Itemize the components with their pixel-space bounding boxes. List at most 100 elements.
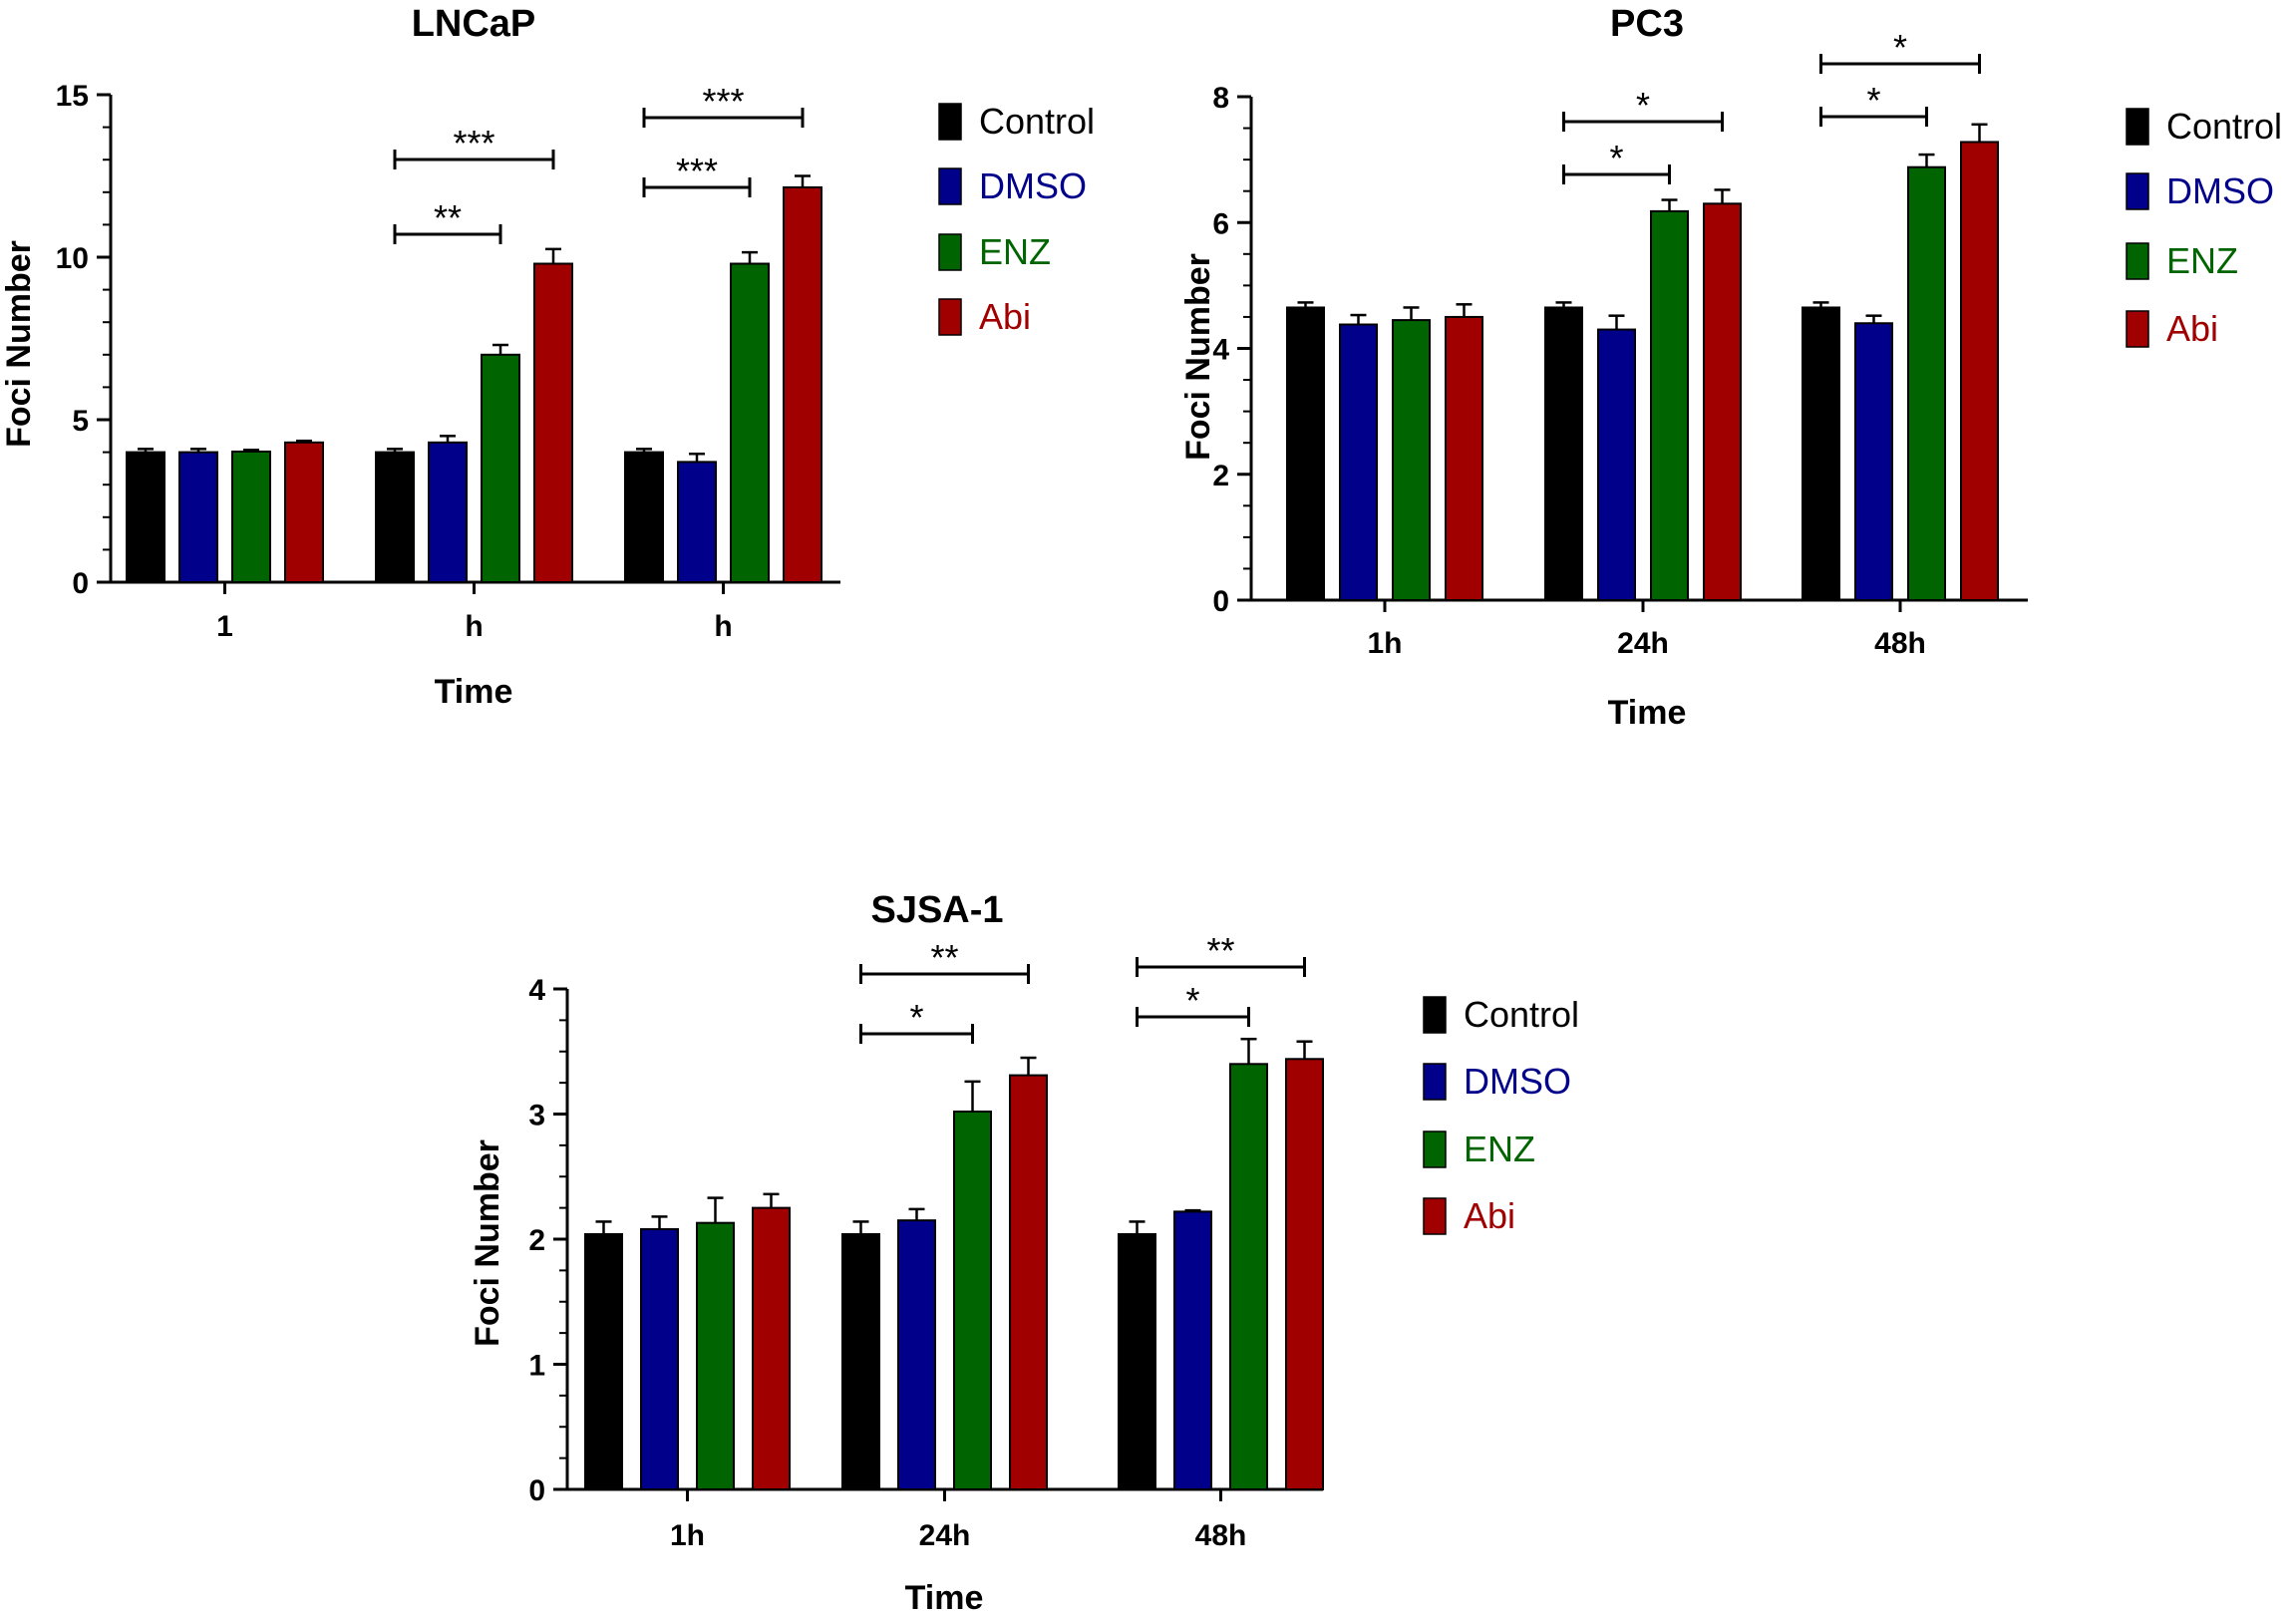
bar [1229,1063,1268,1491]
significance-label: * [909,997,923,1038]
legend-swatch [2126,242,2149,280]
bar [1009,1074,1048,1490]
x-tick-label: 24h [1617,627,1669,660]
bar [1802,306,1840,601]
significance-label: *** [702,81,744,122]
legend-swatch [2126,310,2149,348]
legend-label: DMSO [979,165,1087,206]
legend-swatch [1423,1197,1447,1235]
bar [1118,1232,1156,1490]
legend-label: Control [2166,106,2282,147]
bar [126,451,165,583]
chart-title: LNCaP [412,3,536,45]
panel-pc3: PC3 Foci Number Time 0 2 4 6 8 1h 24h 48h * * * * C… [1179,3,2282,732]
x-tick-label: 24h [919,1519,971,1552]
legend-swatch [938,298,962,336]
legend-label: Abi [979,296,1031,337]
y-tick-label: 15 [56,80,89,113]
bar [428,441,468,583]
x-tick-label: 1h [1367,627,1402,660]
bar [481,353,520,583]
significance-label: * [1866,80,1880,121]
bar [1392,319,1431,601]
bar [584,1232,623,1490]
significance-label: ** [1206,930,1234,971]
legend-swatch [938,167,962,205]
legend-swatch [2126,172,2149,210]
y-tick-label: 4 [1212,334,1229,367]
legend-label: ENZ [2166,240,2238,281]
y-tick-label: 6 [1212,207,1229,240]
legend-swatch [1423,1063,1447,1101]
significance-label: * [1609,138,1623,178]
bar [375,451,415,583]
legend-swatch [938,233,962,271]
significance-label: * [1893,27,1907,68]
y-tick-label: 4 [528,974,545,1007]
chart-title: SJSA-1 [870,889,1003,931]
x-axis-label: Time [435,673,513,711]
legend-label: Abi [1464,1195,1515,1236]
y-axis-label: Foci Number [1179,253,1217,461]
legend-label: ENZ [1464,1129,1535,1169]
bar [1703,202,1742,601]
y-tick-label: 0 [72,567,89,600]
x-axis-label: Time [1608,694,1687,732]
x-tick-label: 48h [1874,627,1926,660]
y-tick-label: 0 [528,1474,545,1507]
legend-swatch [938,103,962,141]
bar [752,1206,791,1490]
bar [640,1227,679,1490]
bar [533,262,573,583]
legend-label: Control [979,101,1095,142]
x-tick-label: 1h [670,1519,705,1552]
bar [1445,315,1483,601]
bar [897,1219,936,1491]
legend-label: DMSO [1464,1061,1571,1102]
x-tick-label: 48h [1195,1519,1247,1552]
chart-title: PC3 [1610,3,1684,45]
plot-area: 0 2 4 6 8 1h 24h 48h * * * * [1212,27,2028,660]
bar [841,1232,880,1490]
bar [696,1221,735,1491]
legend: Control DMSO ENZ Abi [2126,106,2282,349]
significance-label: *** [676,151,718,191]
bar [1285,1058,1324,1491]
legend-swatch [1423,1130,1447,1168]
y-tick-label: 0 [1212,585,1229,618]
bar [783,185,822,583]
bar [1597,328,1636,601]
bar [1173,1210,1212,1490]
legend-label: Abi [2166,308,2218,349]
legend-label: DMSO [2166,170,2274,211]
bar [1960,141,1999,601]
y-tick-label: 10 [56,242,89,275]
x-tick-label: 1 [216,610,233,643]
significance-label: ** [434,197,462,238]
bar [178,451,218,583]
bar [1907,165,1946,601]
bar [1339,323,1378,601]
y-tick-label: 5 [72,405,89,438]
bar [953,1110,992,1490]
bar [284,441,324,583]
bar [1544,306,1583,601]
y-tick-label: 1 [528,1350,545,1383]
bar [1854,322,1893,601]
significance-label: * [1185,980,1199,1021]
x-tick-label: h [465,610,483,643]
legend: Control DMSO ENZ Abi [1423,994,1579,1236]
y-axis-label: Foci Number [0,240,38,448]
legend: Control DMSO ENZ Abi [938,101,1095,337]
y-tick-label: 2 [528,1224,545,1257]
y-axis-label: Foci Number [469,1139,506,1347]
bar [1650,209,1689,601]
bar [624,451,664,583]
legend-swatch [2126,108,2149,146]
y-tick-label: 2 [1212,460,1229,492]
